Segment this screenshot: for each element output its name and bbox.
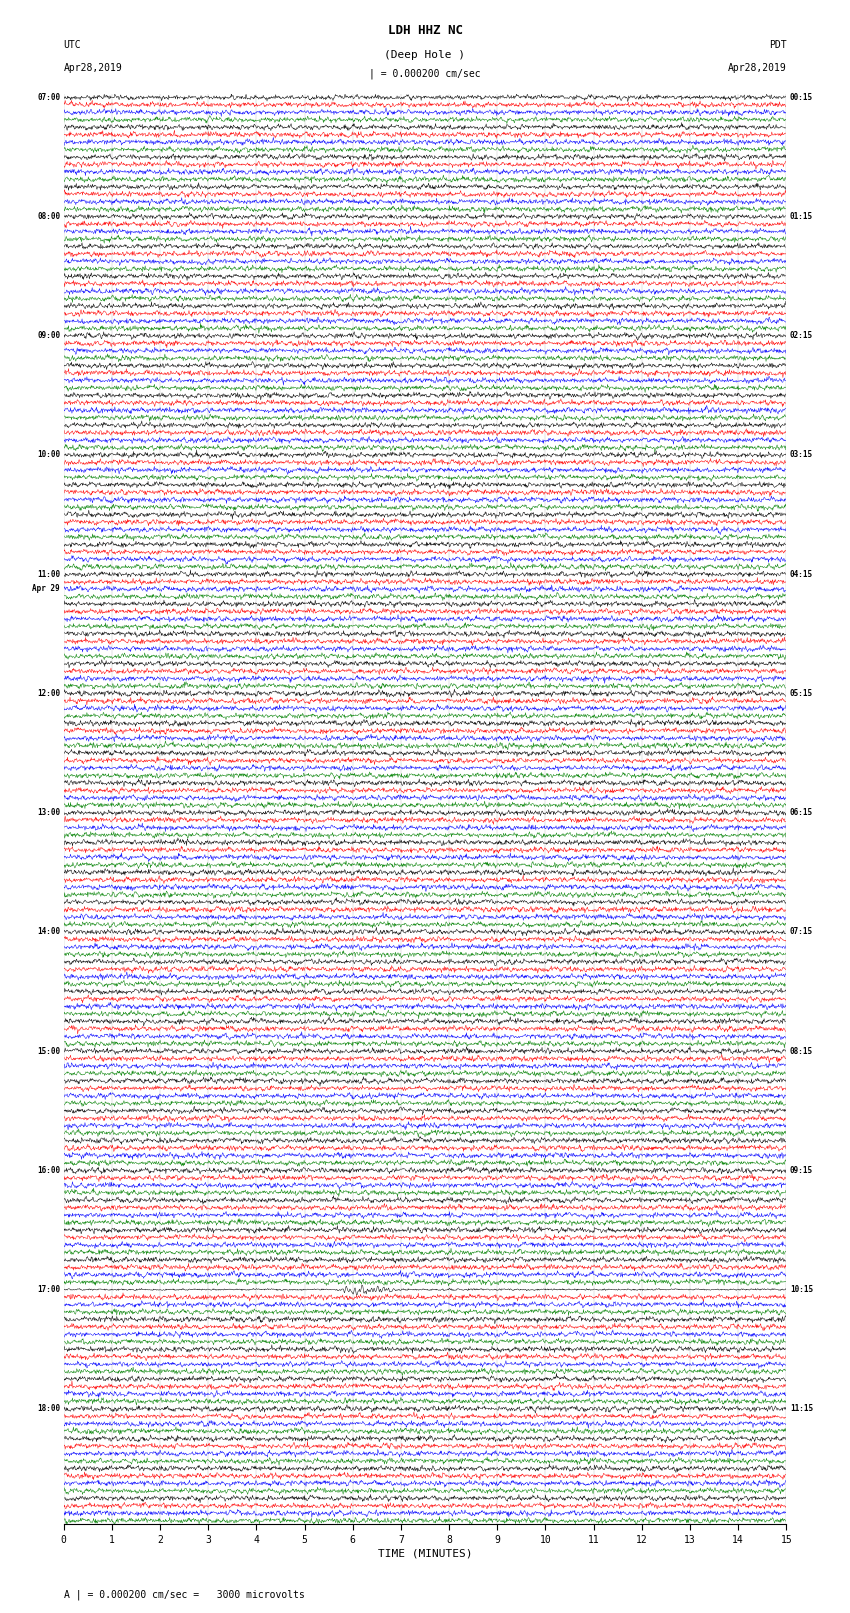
Text: 05:15: 05:15 bbox=[790, 689, 813, 698]
Text: 12:00: 12:00 bbox=[37, 689, 60, 698]
Text: 00:15: 00:15 bbox=[790, 94, 813, 102]
Text: (Deep Hole ): (Deep Hole ) bbox=[384, 50, 466, 60]
Text: 08:15: 08:15 bbox=[790, 1047, 813, 1055]
Text: 11:00: 11:00 bbox=[37, 569, 60, 579]
Text: 09:15: 09:15 bbox=[790, 1166, 813, 1174]
Text: 07:15: 07:15 bbox=[790, 927, 813, 937]
Text: 18:00: 18:00 bbox=[37, 1405, 60, 1413]
Text: 17:00: 17:00 bbox=[37, 1286, 60, 1294]
Text: 10:00: 10:00 bbox=[37, 450, 60, 460]
Text: 09:00: 09:00 bbox=[37, 331, 60, 340]
Text: 14:00: 14:00 bbox=[37, 927, 60, 937]
Text: Apr28,2019: Apr28,2019 bbox=[64, 63, 122, 73]
Text: 01:15: 01:15 bbox=[790, 211, 813, 221]
Text: 13:00: 13:00 bbox=[37, 808, 60, 818]
Text: 15:00: 15:00 bbox=[37, 1047, 60, 1055]
Text: PDT: PDT bbox=[768, 40, 786, 50]
Text: Apr 29: Apr 29 bbox=[32, 584, 60, 594]
Text: 10:15: 10:15 bbox=[790, 1286, 813, 1294]
Text: 11:15: 11:15 bbox=[790, 1405, 813, 1413]
Text: 07:00: 07:00 bbox=[37, 94, 60, 102]
Text: 16:00: 16:00 bbox=[37, 1166, 60, 1174]
Text: LDH HHZ NC: LDH HHZ NC bbox=[388, 24, 462, 37]
Text: 04:15: 04:15 bbox=[790, 569, 813, 579]
Text: 02:15: 02:15 bbox=[790, 331, 813, 340]
Text: 06:15: 06:15 bbox=[790, 808, 813, 818]
Text: Apr28,2019: Apr28,2019 bbox=[728, 63, 786, 73]
Text: A | = 0.000200 cm/sec =   3000 microvolts: A | = 0.000200 cm/sec = 3000 microvolts bbox=[64, 1589, 304, 1600]
Text: UTC: UTC bbox=[64, 40, 82, 50]
Text: 03:15: 03:15 bbox=[790, 450, 813, 460]
Text: | = 0.000200 cm/sec: | = 0.000200 cm/sec bbox=[369, 68, 481, 79]
Text: 08:00: 08:00 bbox=[37, 211, 60, 221]
X-axis label: TIME (MINUTES): TIME (MINUTES) bbox=[377, 1548, 473, 1558]
